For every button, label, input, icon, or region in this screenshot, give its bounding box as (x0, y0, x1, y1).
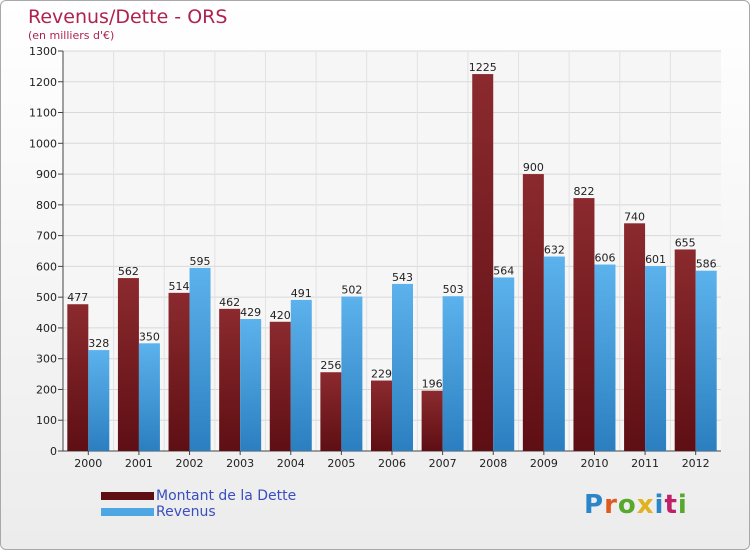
logo-letter: r (604, 490, 618, 520)
x-tick-label: 2000 (74, 457, 102, 470)
bar-debt (421, 390, 443, 451)
bar-debt (624, 223, 646, 451)
data-label-debt: 562 (118, 265, 139, 278)
y-tick-label: 100 (36, 414, 57, 427)
data-label-debt: 477 (67, 291, 88, 304)
data-label-revenue: 429 (240, 306, 261, 319)
bar-revenue (543, 256, 565, 451)
data-label-debt: 1225 (469, 61, 497, 74)
x-tick-label: 2004 (277, 457, 305, 470)
x-tick-label: 2005 (327, 457, 355, 470)
data-label-debt: 655 (675, 236, 696, 249)
bar-debt (168, 292, 190, 451)
y-tick-label: 1100 (29, 107, 57, 120)
data-label-debt: 229 (371, 368, 392, 381)
x-tick-label: 2011 (631, 457, 659, 470)
bar-debt (674, 249, 696, 451)
bar-revenue (138, 343, 160, 451)
data-label-revenue: 503 (443, 283, 464, 296)
x-tick-label: 2002 (176, 457, 204, 470)
logo-letter: i (654, 490, 665, 520)
data-label-debt: 740 (624, 210, 645, 223)
chart-subtitle: (en milliers d'€) (28, 29, 115, 42)
data-label-revenue: 328 (88, 337, 109, 350)
logo-letter: i (677, 490, 688, 520)
logo-letter: t (664, 490, 678, 520)
legend-label-debt: Montant de la Dette (156, 488, 297, 504)
data-label-revenue: 595 (190, 255, 211, 268)
bar-debt (219, 308, 241, 451)
data-label-debt: 256 (320, 359, 341, 372)
data-label-revenue: 543 (392, 271, 413, 284)
x-tick-label: 2008 (479, 457, 507, 470)
data-label-revenue: 586 (696, 258, 717, 271)
bar-debt (320, 372, 342, 451)
y-tick-label: 300 (36, 353, 57, 366)
legend-label-revenue: Revenus (156, 504, 216, 520)
data-label-revenue: 632 (544, 244, 565, 257)
x-tick-label: 2001 (125, 457, 153, 470)
data-label-revenue: 606 (594, 252, 615, 265)
data-label-debt: 420 (270, 309, 291, 322)
data-label-debt: 462 (219, 296, 240, 309)
x-tick-label: 2009 (530, 457, 558, 470)
bar-debt (472, 74, 494, 452)
bar-revenue (290, 299, 312, 451)
bar-revenue (645, 266, 667, 451)
data-label-revenue: 502 (341, 284, 362, 297)
proxiti-logo: Proxiti (584, 490, 688, 520)
data-label-debt: 514 (169, 280, 190, 293)
logo-letter: x (636, 490, 655, 520)
x-tick-label: 2012 (682, 457, 710, 470)
y-tick-label: 1000 (29, 137, 57, 150)
bar-debt (269, 321, 291, 451)
x-tick-label: 2006 (378, 457, 406, 470)
y-tick-label: 200 (36, 383, 57, 396)
bar-revenue (594, 264, 616, 451)
legend-swatch-revenue (101, 508, 154, 516)
y-tick-label: 500 (36, 291, 57, 304)
legend-swatch-debt (101, 492, 154, 500)
y-tick-label: 900 (36, 168, 57, 181)
bar-revenue (189, 267, 211, 451)
bar-debt (573, 198, 595, 451)
x-tick-label: 2007 (429, 457, 457, 470)
y-tick-label: 1300 (29, 45, 57, 58)
bar-revenue (493, 277, 515, 451)
y-tick-label: 400 (36, 322, 57, 335)
bar-debt (117, 278, 139, 451)
chart-title: Revenus/Dette - ORS (28, 6, 228, 28)
data-label-debt: 900 (523, 161, 544, 174)
y-tick-label: 1200 (29, 76, 57, 89)
bar-debt (67, 304, 89, 451)
bar-revenue (88, 350, 110, 451)
bar-revenue (695, 270, 717, 451)
bar-debt (522, 174, 544, 452)
logo-letter: P (584, 490, 605, 520)
x-tick-label: 2003 (226, 457, 254, 470)
data-label-revenue: 564 (493, 264, 514, 277)
data-label-revenue: 350 (139, 330, 160, 343)
data-label-debt: 822 (573, 185, 594, 198)
bar-revenue (240, 319, 262, 451)
bar-revenue (341, 296, 363, 451)
data-label-debt: 196 (422, 378, 443, 391)
x-tick-label: 2010 (580, 457, 608, 470)
y-tick-label: 600 (36, 260, 57, 273)
bar-revenue (442, 296, 464, 451)
y-tick-label: 800 (36, 199, 57, 212)
data-label-revenue: 491 (291, 287, 312, 300)
y-tick-label: 700 (36, 230, 57, 243)
logo-letter: o (617, 490, 637, 520)
bar-revenue (392, 283, 413, 451)
y-tick-label: 0 (50, 445, 57, 458)
data-label-revenue: 601 (645, 253, 666, 266)
bar-debt (371, 380, 392, 451)
